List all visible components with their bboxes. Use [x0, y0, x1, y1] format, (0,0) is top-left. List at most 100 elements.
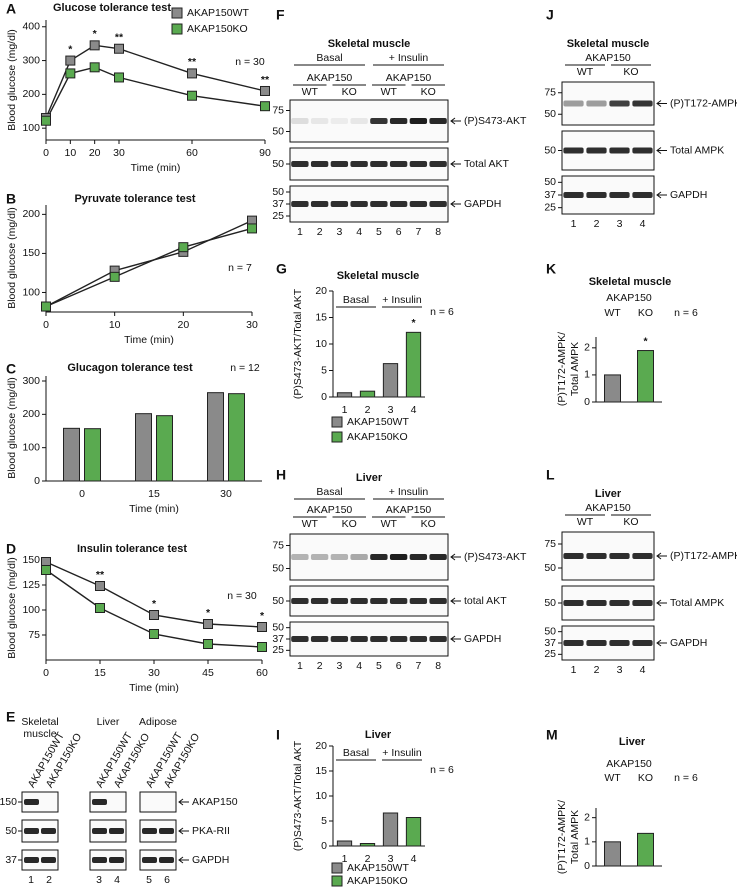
arrow: [656, 100, 667, 107]
arrow: [450, 635, 461, 643]
significance: *: [260, 610, 265, 622]
bar: [405, 817, 422, 847]
series-line: [45, 66, 266, 122]
significance: *: [152, 598, 157, 610]
group-label: Basal: [343, 747, 369, 759]
legend-label: AKAP150KO: [347, 431, 408, 443]
bar: [359, 843, 376, 847]
panel-letter: B: [6, 191, 16, 207]
lane-number: 6: [396, 660, 402, 672]
y-axis-label: Blood glucose (mg/dl): [6, 207, 18, 309]
band: [142, 828, 157, 834]
x-tick-label: 0: [43, 319, 49, 331]
group-header: AKAP150: [307, 504, 353, 516]
band: [389, 598, 408, 604]
legend-label: AKAP150WT: [347, 862, 409, 874]
x-tick-label: 45: [202, 667, 214, 679]
data-point: [203, 639, 213, 649]
bar: [382, 812, 399, 847]
category-label: 0: [79, 488, 85, 500]
bar: [382, 363, 399, 398]
band: [409, 201, 428, 207]
band: [429, 201, 447, 207]
bar: [604, 841, 621, 867]
arrow: [178, 827, 189, 835]
size-marker: 50: [5, 825, 17, 837]
band: [389, 118, 408, 124]
size-marker: 37: [544, 189, 556, 201]
protein-label: PKA-RII: [192, 825, 230, 837]
size-marker: 50: [272, 621, 284, 633]
bar: [84, 428, 101, 482]
y-axis-label: Total AMPK: [569, 342, 581, 396]
protein-label: GAPDH: [464, 198, 501, 210]
arrow: [178, 798, 189, 806]
panel-letter: I: [276, 727, 280, 743]
series-line: [45, 227, 253, 308]
band: [563, 553, 584, 559]
y-tick-label: 0: [321, 840, 327, 852]
genotype-label: WT: [302, 86, 319, 98]
band: [310, 201, 329, 207]
band: [370, 161, 388, 167]
size-marker: 25: [544, 201, 556, 213]
band: [370, 598, 388, 604]
lane-number: 4: [356, 226, 362, 238]
band: [609, 640, 630, 646]
size-marker: 50: [544, 597, 556, 609]
x-tick-label: 0: [43, 147, 49, 159]
data-point: [41, 565, 51, 575]
band: [291, 201, 309, 207]
y-tick-label: 150: [22, 247, 40, 259]
genotype-label: WT: [577, 516, 594, 528]
lane-number: 7: [415, 226, 421, 238]
x-axis-label: Time (min): [131, 162, 181, 174]
band: [563, 100, 584, 107]
panel-letter: D: [6, 541, 16, 557]
category-label: WT: [604, 307, 621, 319]
bar: [336, 392, 353, 398]
x-tick-label: 60: [186, 147, 198, 159]
size-marker: 37: [544, 637, 556, 649]
band: [159, 857, 174, 863]
band: [409, 554, 428, 560]
genotype-label: KO: [342, 518, 357, 530]
y-axis-label: (P)T172-AMPK/: [556, 332, 568, 406]
y-tick-label: 200: [22, 88, 40, 100]
tissue-title: Skeletal: [21, 716, 58, 728]
y-tick-label: 100: [22, 441, 40, 453]
group-label: Basal: [343, 294, 369, 306]
genotype-label: KO: [421, 518, 436, 530]
x-tick-label: 15: [94, 667, 106, 679]
category-label: 2: [365, 404, 371, 416]
blot-frame: [139, 819, 177, 843]
bar: [405, 331, 422, 398]
protein-label: (P)T172-AMPK: [670, 97, 737, 109]
y-axis-label: Blood glucose (mg/dl): [6, 377, 18, 479]
band: [330, 636, 349, 642]
lane-number: 3: [617, 218, 623, 230]
group-label: + Insulin: [389, 486, 429, 498]
sample-size: n = 30: [227, 590, 257, 602]
group-header: AKAP150: [585, 52, 631, 64]
data-point: [149, 610, 159, 620]
y-tick-label: 200: [22, 208, 40, 220]
panel-letter: H: [276, 467, 286, 483]
data-point: [257, 622, 267, 632]
lane-number: 2: [317, 226, 323, 238]
y-tick-label: 20: [315, 285, 327, 297]
y-tick-label: 300: [22, 375, 40, 387]
y-axis-label: (P)S473-AKT/Total AKT: [292, 288, 304, 399]
band: [310, 118, 329, 124]
group-header: AKAP150: [386, 504, 432, 516]
lane-number: 1: [571, 218, 577, 230]
chart-title: Glucagon tolerance test: [67, 362, 193, 374]
data-point: [114, 43, 124, 54]
data-point: [95, 603, 105, 613]
x-tick-label: 30: [113, 147, 125, 159]
y-tick-label: 5: [321, 364, 327, 376]
size-marker: 25: [544, 648, 556, 660]
bar: [637, 832, 654, 867]
